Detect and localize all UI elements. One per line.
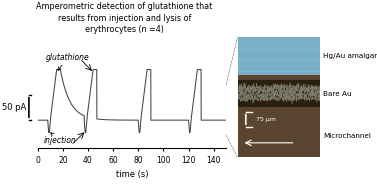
Text: 50 pA: 50 pA <box>2 103 26 112</box>
X-axis label: time (s): time (s) <box>116 170 148 179</box>
Text: Bare Au: Bare Au <box>323 90 352 97</box>
Bar <box>238 80 320 107</box>
Bar <box>238 37 320 75</box>
Text: Hg/Au amalgam: Hg/Au amalgam <box>323 53 377 59</box>
Text: Amperometric detection of glutathione that
results from injection and lysis of
e: Amperometric detection of glutathione th… <box>36 2 213 34</box>
Text: Microchannel: Microchannel <box>323 133 371 139</box>
Text: injection: injection <box>44 133 77 145</box>
Text: glutathione: glutathione <box>46 53 90 70</box>
Text: 75 μm: 75 μm <box>256 117 276 122</box>
